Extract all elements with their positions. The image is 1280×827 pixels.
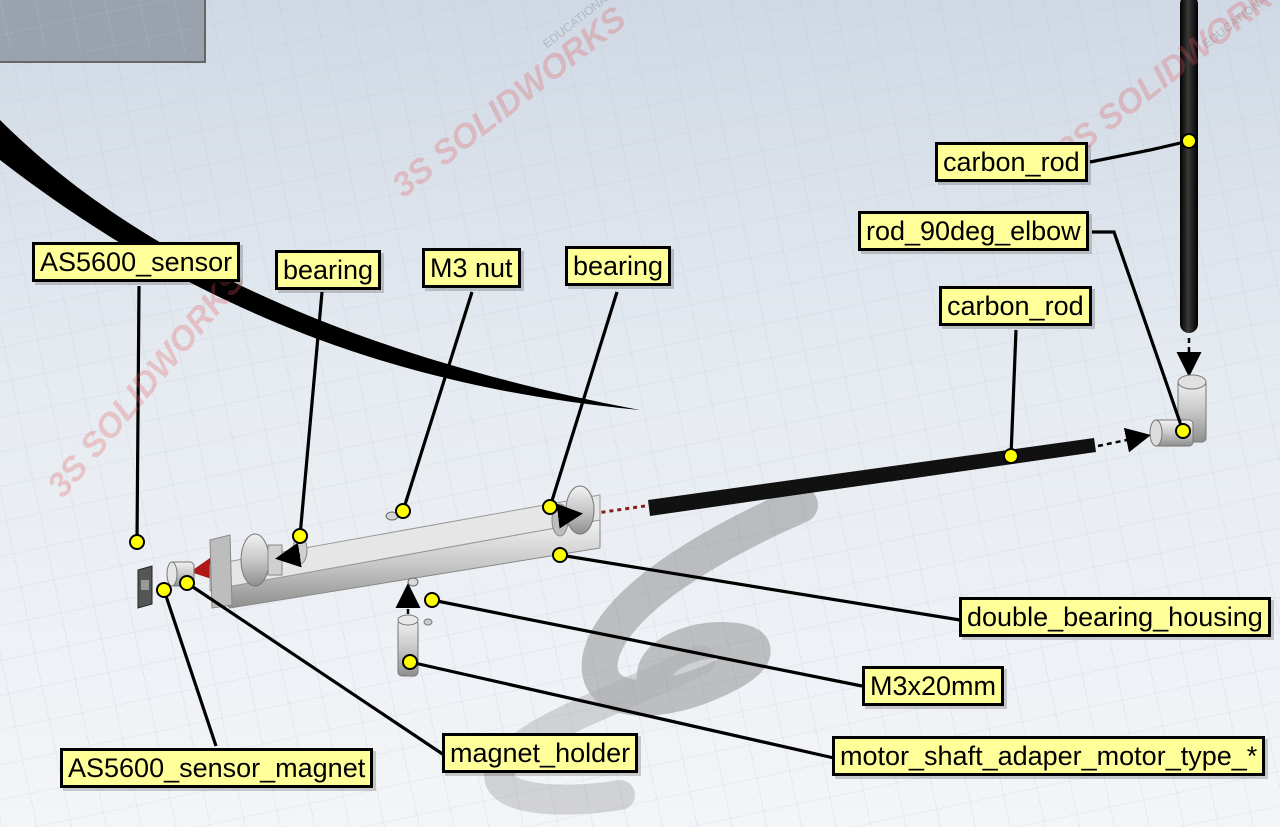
- callout-as5600-sensor-magnet[interactable]: AS5600_sensor_magnet: [60, 748, 374, 788]
- callout-m3x20mm[interactable]: M3x20mm: [862, 666, 1005, 706]
- window-thumbnail: [0, 0, 206, 63]
- callout-carbon-rod-top[interactable]: carbon_rod: [935, 142, 1088, 182]
- carbon-rod-horizontal: [648, 438, 1096, 516]
- anchor-dots: [129, 133, 1197, 670]
- leader-lines: [135, 139, 1190, 760]
- callout-magnet-holder[interactable]: magnet_holder: [442, 733, 639, 773]
- callout-carbon-rod-mid[interactable]: carbon_rod: [939, 286, 1092, 326]
- callout-rod-90deg-elbow[interactable]: rod_90deg_elbow: [858, 211, 1089, 251]
- callout-m3-nut[interactable]: M3 nut: [422, 248, 521, 288]
- callout-as5600-sensor[interactable]: AS5600_sensor: [32, 242, 241, 282]
- callout-bearing-right[interactable]: bearing: [565, 246, 672, 286]
- callout-double-bearing-housing[interactable]: double_bearing_housing: [959, 597, 1271, 637]
- bearing-housing-part: [208, 485, 601, 609]
- carbon-rod-vertical: [1180, 0, 1198, 333]
- callout-motor-shaft-adapter[interactable]: motor_shaft_adaper_motor_type_*: [832, 736, 1266, 776]
- callout-bearing-left[interactable]: bearing: [275, 250, 382, 290]
- as5600-sensor-part: [137, 565, 153, 609]
- m3x20-screw-part: [407, 577, 419, 587]
